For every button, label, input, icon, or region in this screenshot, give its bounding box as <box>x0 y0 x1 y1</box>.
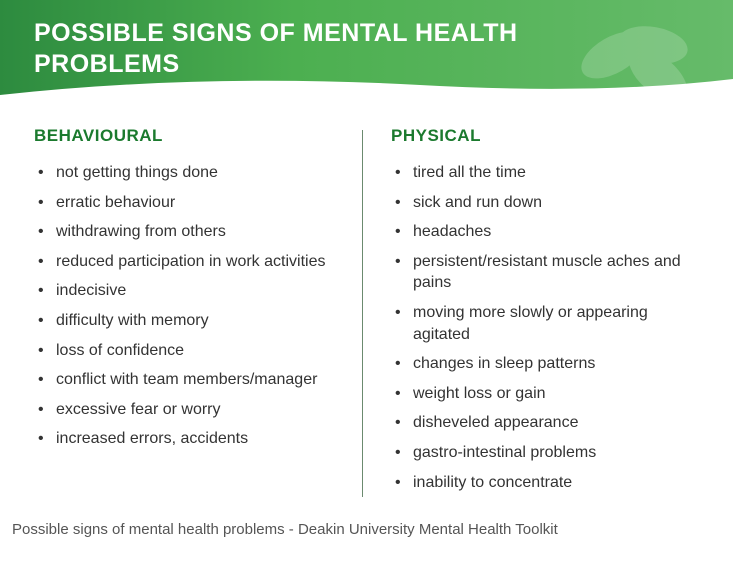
list-item: persistent/resistant muscle aches and pa… <box>395 251 699 294</box>
list-item: gastro-intestinal problems <box>395 442 699 464</box>
list-item: changes in sleep patterns <box>395 353 699 375</box>
title-line-1: POSSIBLE SIGNS OF MENTAL HEALTH <box>34 19 518 47</box>
list-item: headaches <box>395 221 699 243</box>
heading-physical: PHYSICAL <box>391 126 699 146</box>
list-item: indecisive <box>38 280 342 302</box>
column-physical: PHYSICAL tired all the time sick and run… <box>363 126 699 501</box>
list-item: sick and run down <box>395 192 699 214</box>
list-item: not getting things done <box>38 162 342 184</box>
header-banner: POSSIBLE SIGNS OF MENTAL HEALTH PROBLEMS <box>0 0 733 102</box>
list-item: weight loss or gain <box>395 383 699 405</box>
list-item: inability to concentrate <box>395 472 699 494</box>
list-item: erratic behaviour <box>38 192 342 214</box>
list-item: reduced participation in work activities <box>38 251 342 273</box>
list-physical: tired all the time sick and run down hea… <box>391 162 699 493</box>
curve-divider-icon <box>0 73 733 102</box>
list-item: withdrawing from others <box>38 221 342 243</box>
list-behavioural: not getting things done erratic behaviou… <box>34 162 342 450</box>
list-item: difficulty with memory <box>38 310 342 332</box>
column-behavioural: BEHAVIOURAL not getting things done erra… <box>34 126 362 501</box>
list-item: disheveled appearance <box>395 412 699 434</box>
list-item: loss of confidence <box>38 340 342 362</box>
image-caption: Possible signs of mental health problems… <box>0 513 733 538</box>
list-item: moving more slowly or appearing agitated <box>395 302 699 345</box>
page-title: POSSIBLE SIGNS OF MENTAL HEALTH PROBLEMS <box>34 18 518 81</box>
list-item: excessive fear or worry <box>38 399 342 421</box>
list-item: conflict with team members/manager <box>38 369 342 391</box>
list-item: tired all the time <box>395 162 699 184</box>
list-item: increased errors, accidents <box>38 428 342 450</box>
heading-behavioural: BEHAVIOURAL <box>34 126 342 146</box>
content-area: BEHAVIOURAL not getting things done erra… <box>0 102 733 513</box>
